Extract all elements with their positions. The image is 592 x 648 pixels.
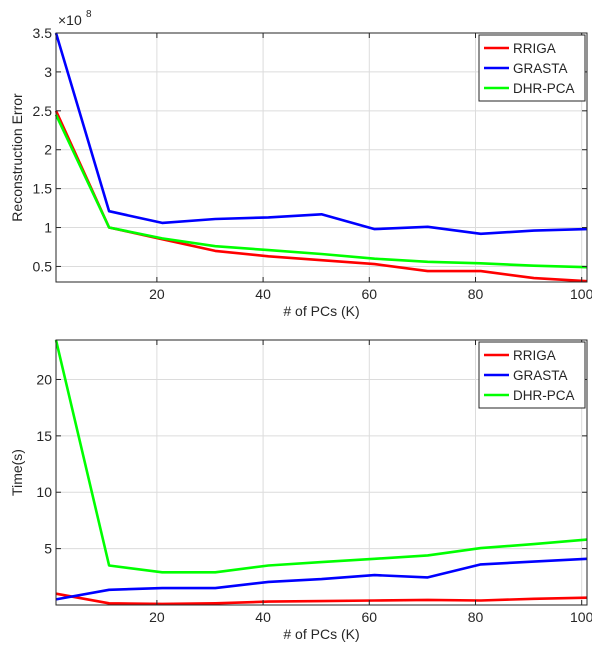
chart-2-y-axis-label: Time(s) xyxy=(9,449,25,496)
chart-2-x-tick-label: 40 xyxy=(255,609,271,625)
chart-2-y-tick-label: 20 xyxy=(36,371,52,387)
chart-2-x-tick-label: 20 xyxy=(149,609,165,625)
chart-1-legend-label-grasta: GRASTA xyxy=(513,61,568,76)
chart-2-x-tick-label: 80 xyxy=(468,609,484,625)
chart-1-series-line-grasta xyxy=(54,32,588,236)
chart-1-y-tick-label: 3 xyxy=(44,64,52,80)
chart-2-x-tick-label: 60 xyxy=(362,609,378,625)
chart-2-x-axis-label: # of PCs (K) xyxy=(283,626,359,642)
chart-1-x-axis-label: # of PCs (K) xyxy=(283,303,359,319)
chart-1-x-tick-label: 60 xyxy=(362,286,378,302)
chart-2-legend-label-rriga: RRIGA xyxy=(513,348,556,363)
chart-1-legend-label-dhr-pca: DHR-PCA xyxy=(513,81,575,96)
chart-1-x-tick-label: 20 xyxy=(149,286,165,302)
chart-2-y-tick-label: 5 xyxy=(44,541,52,557)
chart-1-y-tick-label: 0.5 xyxy=(33,258,53,274)
chart-2-series-line-dhr-pca xyxy=(54,339,588,574)
chart-1-y-tick-label: 2 xyxy=(44,142,52,158)
chart-1: 20 40 60 80 100 0.5 1 1.5 2 2.5 3 3.5 # of PCs (K) Re… xyxy=(9,9,592,319)
chart-1-x-tick-label: 80 xyxy=(468,286,484,302)
chart-1-legend-label-rriga: RRIGA xyxy=(513,41,556,56)
chart-1-x-tick-label: 100 xyxy=(570,286,592,302)
chart-1-y-tick-label: 1 xyxy=(44,220,52,236)
chart-2: 20 40 60 80 100 5 10 15 20 # of PCs (K) Time(s) RRI… xyxy=(9,339,592,642)
chart-2-series-line-grasta xyxy=(55,557,588,601)
chart-2-y-tick-label: 15 xyxy=(36,428,52,444)
chart-1-y-tick-label: 3.5 xyxy=(33,25,53,41)
chart-1-y-axis-label: Reconstruction Error xyxy=(9,93,25,222)
chart-1-series-line-dhr-pca xyxy=(54,114,588,269)
chart-2-y-tick-label: 10 xyxy=(36,484,52,500)
chart-1-y-exponent-label: ×10 xyxy=(58,12,82,28)
chart-2-legend-label-dhr-pca: DHR-PCA xyxy=(513,388,575,403)
chart-2-axes-box xyxy=(55,339,588,606)
chart-1-axes-box xyxy=(55,32,588,283)
chart-2-legend-label-grasta: GRASTA xyxy=(513,368,568,383)
chart-2-series-line-rriga xyxy=(55,592,588,606)
chart-1-y-tick-label: 2.5 xyxy=(33,103,53,119)
chart-2-x-tick-label: 100 xyxy=(570,609,592,625)
chart-1-x-tick-label: 40 xyxy=(255,286,271,302)
chart-1-y-tick-label: 1.5 xyxy=(33,181,53,197)
chart-1-y-exponent-power: 8 xyxy=(86,9,92,20)
